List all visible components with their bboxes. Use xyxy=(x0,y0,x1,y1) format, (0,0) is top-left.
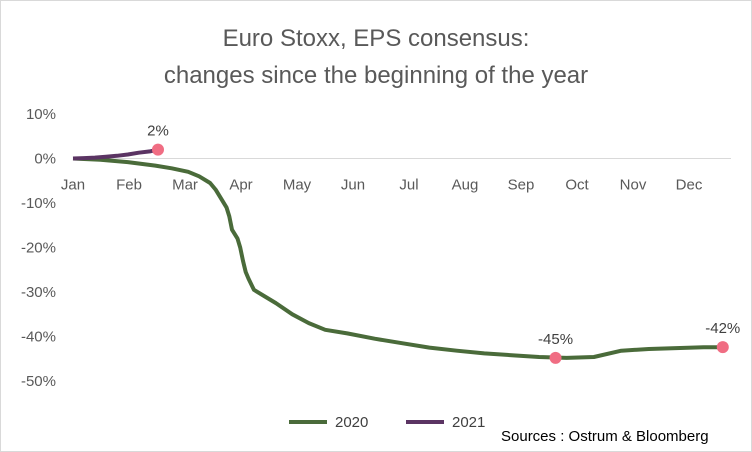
data-label: -42% xyxy=(705,320,740,337)
x-tick-label: Jan xyxy=(61,177,85,194)
y-tick-label: 0% xyxy=(34,151,56,168)
data-point-marker xyxy=(151,143,164,156)
x-tick-label: Feb xyxy=(116,177,142,194)
y-axis-ticks: 10% 0% -10% -20% -30% -40% -50% xyxy=(21,106,56,390)
data-point-markers xyxy=(151,143,729,364)
data-label: 2% xyxy=(147,123,169,140)
data-labels: 2% -45% -42% xyxy=(147,123,740,348)
x-tick-label: Nov xyxy=(620,177,647,194)
x-axis-month-labels: Jan Feb Mar Apr May Jun Jul Aug Sep Oct Nov Dec xyxy=(61,177,703,194)
x-tick-label: Jun xyxy=(341,177,365,194)
x-tick-label: May xyxy=(283,177,312,194)
x-tick-label: Mar xyxy=(172,177,198,194)
y-tick-label: -20% xyxy=(21,240,56,257)
x-tick-label: Jul xyxy=(399,177,418,194)
y-tick-label: -40% xyxy=(21,329,56,346)
x-tick-label: Dec xyxy=(676,177,703,194)
chart-title-line-2: changes since the beginning of the year xyxy=(164,62,588,89)
legend: 2020 2021 xyxy=(289,414,485,431)
y-tick-label: -10% xyxy=(21,195,56,212)
x-tick-label: Apr xyxy=(229,177,252,194)
legend-label-2020: 2020 xyxy=(335,414,368,431)
y-tick-label: -30% xyxy=(21,284,56,301)
data-point-marker xyxy=(716,341,729,354)
x-tick-label: Oct xyxy=(565,177,589,194)
data-point-marker xyxy=(549,351,562,364)
y-tick-label: 10% xyxy=(26,106,56,123)
chart-title-line-1: Euro Stoxx, EPS consensus: xyxy=(223,25,530,52)
x-tick-label: Aug xyxy=(452,177,479,194)
data-label: -45% xyxy=(538,331,573,348)
x-tick-label: Sep xyxy=(508,177,535,194)
series-line-2021 xyxy=(72,147,159,161)
source-note: Sources : Ostrum & Bloomberg xyxy=(501,428,709,445)
legend-label-2021: 2021 xyxy=(452,414,485,431)
y-tick-label: -50% xyxy=(21,373,56,390)
